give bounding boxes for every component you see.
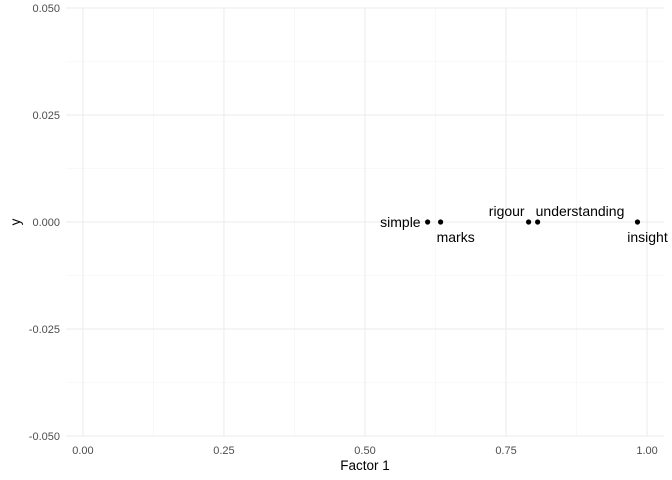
x-tick-label: 0.25 — [213, 445, 234, 457]
data-points — [425, 219, 641, 225]
x-tick-label: 1.00 — [636, 445, 657, 457]
y-tick-label: 0.025 — [32, 110, 60, 122]
point-label: understanding — [536, 203, 625, 219]
grid — [66, 7, 664, 437]
x-tick-label: 0.50 — [354, 445, 375, 457]
data-point — [634, 219, 641, 225]
point-label: rigour — [489, 203, 525, 219]
y-tick-label: -0.025 — [29, 324, 60, 336]
x-axis-title: Factor 1 — [340, 458, 390, 473]
data-point — [526, 219, 532, 225]
point-label: marks — [437, 229, 475, 245]
y-tick-label: 0.000 — [32, 217, 60, 229]
point-label: insight — [627, 229, 668, 245]
data-point — [535, 219, 541, 225]
y-tick-label: 0.050 — [32, 3, 60, 15]
y-axis-title: y — [8, 218, 23, 225]
data-point — [437, 219, 444, 225]
x-tick-label: 0.00 — [72, 445, 93, 457]
axis-ticks: 0.00 0.25 0.50 0.75 1.00 -0.050 -0.025 0.000 0.0… — [29, 3, 658, 457]
data-point — [425, 219, 431, 225]
point-label: simple — [380, 214, 421, 230]
y-tick-label: -0.050 — [29, 431, 60, 443]
x-tick-label: 0.75 — [495, 445, 516, 457]
